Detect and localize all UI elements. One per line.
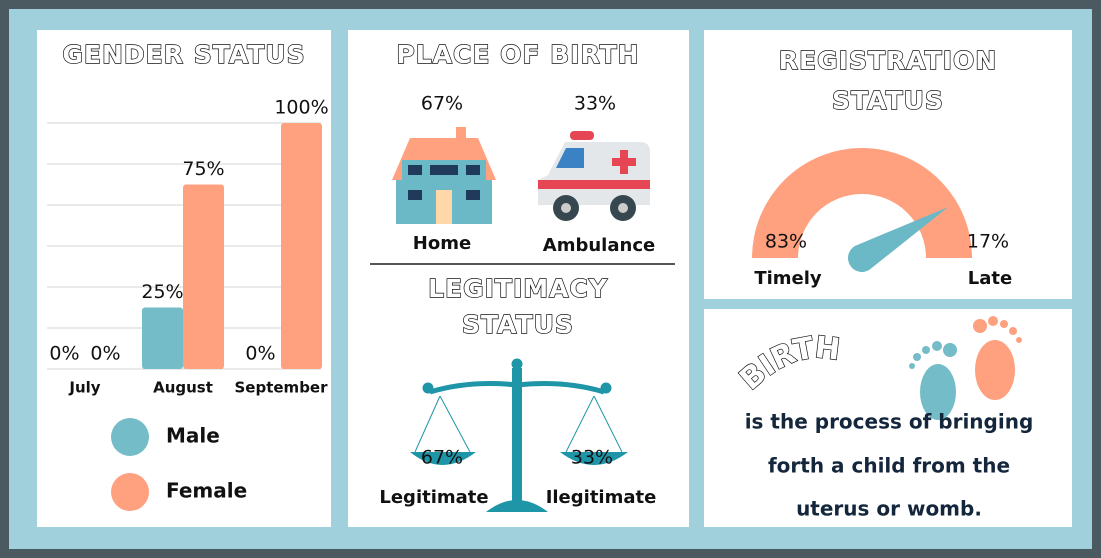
- birthplace-title: PLACE OF BIRTH: [396, 40, 639, 69]
- legitimate-value: 67%: [421, 447, 463, 469]
- legitimate-label: Legitimate: [379, 487, 488, 508]
- category-label: Late: [968, 268, 1012, 289]
- birth-text: forth a child from the: [768, 454, 1010, 478]
- bar: [142, 308, 183, 370]
- value-label: 17%: [967, 231, 1009, 253]
- legend-label: Female: [166, 479, 247, 503]
- category-label: Timely: [754, 268, 822, 289]
- home-label: Home: [413, 233, 471, 254]
- value-label: 83%: [765, 231, 807, 253]
- value-label: 100%: [274, 97, 328, 119]
- x-tick-label: September: [235, 379, 329, 397]
- value-label: 0%: [90, 343, 120, 365]
- legend-swatch: [111, 473, 149, 511]
- home-value: 67%: [421, 93, 463, 115]
- ambulance-label: Ambulance: [543, 235, 655, 256]
- legitimacy-title: LEGITIMACY: [428, 274, 608, 303]
- value-label: 0%: [245, 343, 275, 365]
- illegitimate-value: 33%: [571, 447, 613, 469]
- legend-swatch: [111, 418, 149, 456]
- legend-label: Male: [166, 424, 220, 448]
- bar: [281, 123, 322, 369]
- gender-title: GENDER STATUS: [62, 40, 305, 69]
- ambulance-value: 33%: [574, 93, 616, 115]
- value-label: 75%: [182, 158, 224, 180]
- value-label: 0%: [49, 343, 79, 365]
- bar: [183, 185, 224, 370]
- birth-text: is the process of bringing: [745, 410, 1034, 434]
- registration-title: REGISTRATION: [779, 46, 997, 75]
- illegitimate-label: Ilegitimate: [546, 487, 657, 508]
- x-tick-label: August: [153, 379, 213, 397]
- legitimacy-title: STATUS: [462, 310, 574, 339]
- infographic: GENDER STATUS 0% 0% July 25% 75% August 0% 100%…: [0, 0, 1101, 558]
- birth-text: uterus or womb.: [796, 497, 982, 521]
- value-label: 25%: [141, 281, 183, 303]
- registration-title: STATUS: [832, 86, 944, 115]
- x-tick-label: July: [68, 379, 100, 397]
